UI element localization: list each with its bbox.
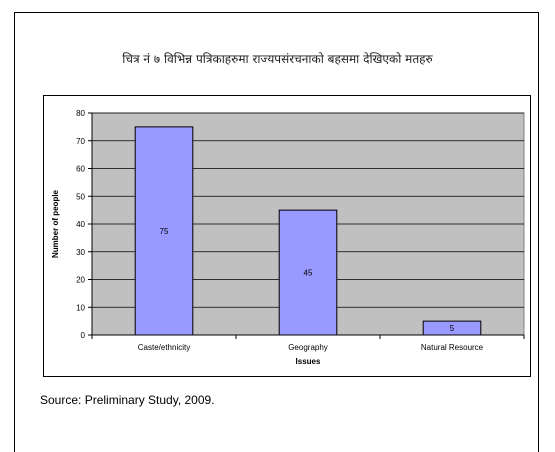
bar	[278, 209, 338, 336]
x-tick-label: Caste/ethnicity	[138, 343, 190, 352]
y-tick-label: 10	[76, 303, 85, 312]
bar	[134, 126, 194, 336]
y-tick-label: 30	[76, 248, 85, 257]
data-label: 75	[160, 227, 169, 236]
bar-chart: 0 10 20 30 40 50 60 70 80 75 Caste/ethnicity 45 Geog…	[51, 109, 525, 366]
x-axis-title: Issues	[296, 357, 321, 366]
y-tick-label: 70	[76, 137, 85, 146]
y-tick-label: 40	[76, 220, 85, 229]
data-label: 45	[304, 269, 313, 278]
x-tick-label: Geography	[288, 343, 328, 352]
bar	[422, 320, 482, 336]
y-axis-title: Number of people	[51, 189, 60, 258]
y-tick-label: 80	[76, 109, 85, 118]
source-note: Source: Preliminary Study, 2009.	[40, 393, 215, 407]
y-tick-label: 20	[76, 276, 85, 285]
y-tick-label: 60	[76, 165, 85, 174]
chart-title: चित्र नं ७ विभिन्न पत्रिकाहरुमा राज्यपसं…	[122, 52, 433, 66]
x-tick-label: Natural Resource	[421, 343, 484, 352]
y-tick-label: 0	[81, 331, 86, 340]
data-label: 5	[450, 324, 455, 333]
slide-frame	[14, 12, 539, 452]
chart-frame: 0 10 20 30 40 50 60 70 80 75 Caste/ethnicity 45 Geog…	[43, 95, 531, 377]
y-tick-label: 50	[76, 192, 85, 201]
